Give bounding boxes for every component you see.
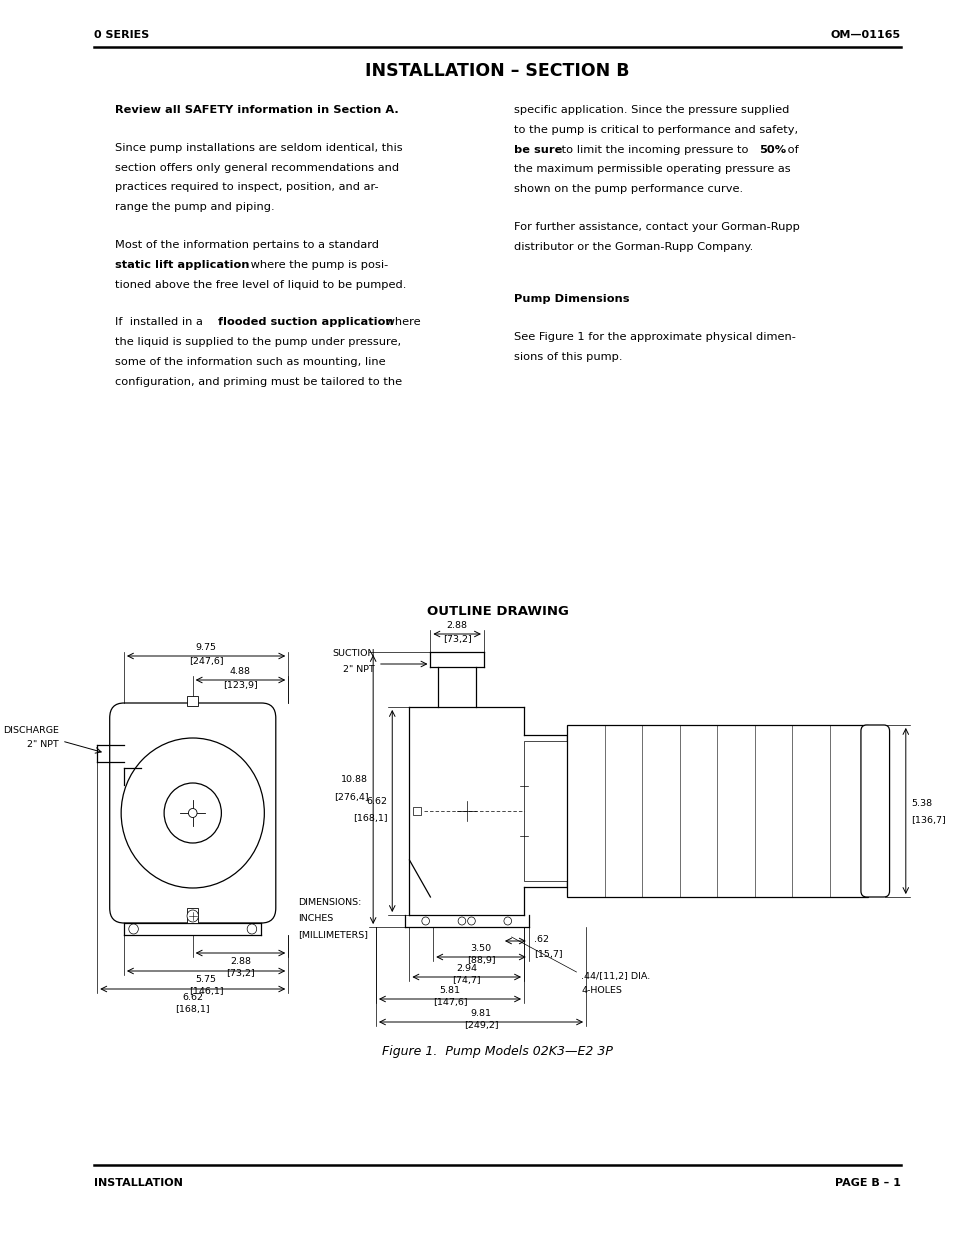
Bar xyxy=(187,697,198,706)
Text: 2" NPT: 2" NPT xyxy=(343,664,375,674)
Bar xyxy=(523,741,566,881)
Text: Review all SAFETY information in Section A.: Review all SAFETY information in Section… xyxy=(115,105,398,115)
Circle shape xyxy=(189,809,197,818)
Text: [15,7]: [15,7] xyxy=(534,951,562,960)
Text: shown on the pump performance curve.: shown on the pump performance curve. xyxy=(514,184,742,194)
Text: OUTLINE DRAWING: OUTLINE DRAWING xyxy=(426,605,568,618)
Text: tioned above the free level of liquid to be pumped.: tioned above the free level of liquid to… xyxy=(115,279,406,289)
Text: specific application. Since the pressure supplied: specific application. Since the pressure… xyxy=(514,105,789,115)
Text: 50%: 50% xyxy=(758,144,785,154)
Circle shape xyxy=(129,924,138,934)
Text: DISCHARGE: DISCHARGE xyxy=(3,726,59,735)
Text: 3.50: 3.50 xyxy=(470,944,491,953)
Text: 5.75: 5.75 xyxy=(195,974,216,984)
FancyBboxPatch shape xyxy=(110,703,275,923)
FancyBboxPatch shape xyxy=(860,725,888,897)
Text: [MILLIMETERS]: [MILLIMETERS] xyxy=(297,930,367,939)
Text: 10.88: 10.88 xyxy=(341,776,368,784)
Circle shape xyxy=(503,918,511,925)
Text: sions of this pump.: sions of this pump. xyxy=(514,352,622,362)
Text: See Figure 1 for the approximate physical dimen-: See Figure 1 for the approximate physica… xyxy=(514,332,796,342)
Circle shape xyxy=(421,918,429,925)
Circle shape xyxy=(467,918,475,925)
Text: [88,9]: [88,9] xyxy=(466,956,495,965)
Text: PAGE B – 1: PAGE B – 1 xyxy=(834,1178,900,1188)
Text: .44/[11,2] DIA.: .44/[11,2] DIA. xyxy=(580,972,650,981)
Text: [136,7]: [136,7] xyxy=(910,816,945,825)
Text: If  installed in a: If installed in a xyxy=(115,317,207,327)
Text: INSTALLATION – SECTION B: INSTALLATION – SECTION B xyxy=(365,62,629,80)
Text: INCHES: INCHES xyxy=(297,914,333,923)
Text: flooded suction application: flooded suction application xyxy=(217,317,393,327)
Text: 4-HOLES: 4-HOLES xyxy=(580,986,621,995)
Text: 5.81: 5.81 xyxy=(439,986,460,995)
Text: 9.75: 9.75 xyxy=(195,643,216,652)
Text: some of the information such as mounting, line: some of the information such as mounting… xyxy=(115,357,386,367)
Circle shape xyxy=(247,924,256,934)
Text: [247,6]: [247,6] xyxy=(189,657,223,666)
Text: For further assistance, contact your Gorman-Rupp: For further assistance, contact your Gor… xyxy=(514,222,800,232)
Text: SUCTION: SUCTION xyxy=(333,650,375,658)
Text: distributor or the Gorman-Rupp Company.: distributor or the Gorman-Rupp Company. xyxy=(514,242,753,252)
Text: where the pump is posi-: where the pump is posi- xyxy=(247,259,388,269)
Text: [249,2]: [249,2] xyxy=(463,1021,497,1030)
Bar xyxy=(566,725,866,897)
Text: OM—01165: OM—01165 xyxy=(830,30,900,40)
Text: 0 SERIES: 0 SERIES xyxy=(94,30,150,40)
Text: to the pump is critical to performance and safety,: to the pump is critical to performance a… xyxy=(514,125,798,135)
Text: 2.88: 2.88 xyxy=(446,621,467,630)
Text: [168,1]: [168,1] xyxy=(353,815,387,824)
Text: configuration, and priming must be tailored to the: configuration, and priming must be tailo… xyxy=(115,377,402,387)
Text: where: where xyxy=(381,317,420,327)
Text: [73,2]: [73,2] xyxy=(226,969,254,978)
Text: 6.62: 6.62 xyxy=(366,797,387,805)
Bar xyxy=(187,908,198,923)
Text: 5.38: 5.38 xyxy=(910,799,932,808)
Text: INSTALLATION: INSTALLATION xyxy=(94,1178,183,1188)
Text: range the pump and piping.: range the pump and piping. xyxy=(115,203,274,212)
Text: of: of xyxy=(782,144,798,154)
Text: static lift application: static lift application xyxy=(115,259,250,269)
Text: [168,1]: [168,1] xyxy=(175,1005,210,1014)
Text: 4.88: 4.88 xyxy=(230,667,251,676)
Text: DIMENSIONS:: DIMENSIONS: xyxy=(297,898,361,906)
Text: .62: .62 xyxy=(534,935,549,944)
Text: Pump Dimensions: Pump Dimensions xyxy=(514,294,629,304)
Circle shape xyxy=(457,918,465,925)
Text: [123,9]: [123,9] xyxy=(223,680,257,690)
Text: section offers only general recommendations and: section offers only general recommendati… xyxy=(115,163,399,173)
Text: Most of the information pertains to a standard: Most of the information pertains to a st… xyxy=(115,240,379,249)
Text: the liquid is supplied to the pump under pressure,: the liquid is supplied to the pump under… xyxy=(115,337,401,347)
Text: [276,4]: [276,4] xyxy=(334,793,368,802)
Text: 2.88: 2.88 xyxy=(230,957,251,966)
Text: Figure 1.  Pump Models 02K3—E2 3P: Figure 1. Pump Models 02K3—E2 3P xyxy=(382,1045,613,1058)
Text: Since pump installations are seldom identical, this: Since pump installations are seldom iden… xyxy=(115,143,402,153)
Text: 2" NPT: 2" NPT xyxy=(28,740,59,748)
Text: be sure: be sure xyxy=(514,144,562,154)
Text: the maximum permissible operating pressure as: the maximum permissible operating pressu… xyxy=(514,164,790,174)
Text: [74,7]: [74,7] xyxy=(452,976,480,986)
Text: 2.94: 2.94 xyxy=(456,965,476,973)
Text: 9.81: 9.81 xyxy=(470,1009,491,1018)
Bar xyxy=(413,806,420,815)
Text: 6.62: 6.62 xyxy=(182,993,203,1002)
Circle shape xyxy=(121,739,264,888)
Text: [146,1]: [146,1] xyxy=(189,987,223,995)
Circle shape xyxy=(164,783,221,844)
Text: [73,2]: [73,2] xyxy=(442,635,471,643)
Text: practices required to inspect, position, and ar-: practices required to inspect, position,… xyxy=(115,183,378,193)
Circle shape xyxy=(187,910,198,923)
Text: to limit the incoming pressure to: to limit the incoming pressure to xyxy=(558,144,752,154)
Text: [147,6]: [147,6] xyxy=(433,998,467,1007)
